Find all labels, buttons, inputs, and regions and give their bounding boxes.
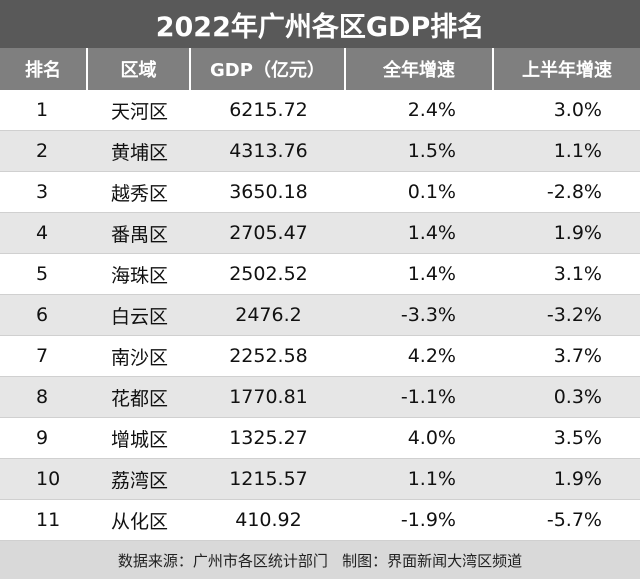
- table-cell: 7: [36, 345, 49, 367]
- table-row: 9 增城区 1325.27 4.0% 3.5%: [0, 418, 640, 459]
- table-cell: 5: [36, 263, 49, 285]
- table-cell: 白云区: [110, 305, 168, 328]
- table-row: 10 荔湾区 1215.57 1.1% 1.9%: [0, 459, 640, 500]
- header-cell: 上半年增速: [522, 60, 612, 81]
- table-cell: 黄埔区: [110, 141, 168, 164]
- table-cell: 1.9%: [553, 468, 602, 490]
- table-cell: 荔湾区: [110, 469, 168, 492]
- table-cell: 6: [36, 304, 49, 326]
- table-cell: 3.5%: [553, 427, 602, 449]
- table-cell: 9: [36, 427, 49, 449]
- table-cell: 1: [36, 99, 49, 121]
- table-cell: 0.3%: [553, 386, 602, 408]
- table-cell: 天河区: [110, 100, 168, 123]
- table-cell: 4: [36, 222, 49, 244]
- table-row: 4 番禺区 2705.47 1.4% 1.9%: [0, 213, 640, 254]
- table-cell: -3.3%: [400, 304, 456, 326]
- table-cell: -5.7%: [546, 509, 602, 531]
- table-cell: 2502.52: [229, 263, 308, 285]
- table-cell: 1.4%: [407, 263, 456, 285]
- table-row: 11 从化区 410.92 -1.9% -5.7%: [0, 500, 640, 541]
- table-cell: -1.1%: [400, 386, 456, 408]
- table-cell: 南沙区: [110, 346, 168, 369]
- footer: 数据来源：广州市各区统计部门 制图：界面新闻大湾区频道: [0, 541, 640, 579]
- table-cell: 2: [36, 140, 49, 162]
- table: 排名 区域 GDP（亿元） 全年增速 上半年增速 1 天河区 6215.72 2.4% 3.0% 2…: [0, 48, 640, 541]
- header-cell: 排名: [0, 48, 88, 90]
- table-cell: 1.1%: [407, 468, 456, 490]
- table-cell: 1.1%: [553, 140, 602, 162]
- table-cell: 10: [36, 468, 61, 490]
- table-cell: 3: [36, 181, 49, 203]
- table-cell: 8: [36, 386, 49, 408]
- table-cell: 410.92: [235, 509, 302, 531]
- table-cell: 2705.47: [229, 222, 308, 244]
- table-cell: 2252.58: [229, 345, 308, 367]
- table-cell: 11: [36, 509, 61, 531]
- header-cell: 区域: [88, 48, 191, 90]
- table-cell: 增城区: [110, 428, 168, 451]
- table-row: 5 海珠区 2502.52 1.4% 3.1%: [0, 254, 640, 295]
- table-row: 2 黄埔区 4313.76 1.5% 1.1%: [0, 131, 640, 172]
- table-row: 1 天河区 6215.72 2.4% 3.0%: [0, 90, 640, 131]
- table-cell: 2476.2: [235, 304, 302, 326]
- table-cell: 4.0%: [407, 427, 456, 449]
- table-row: 3 越秀区 3650.18 0.1% -2.8%: [0, 172, 640, 213]
- table-cell: 2.4%: [407, 99, 456, 121]
- table-cell: 4313.76: [229, 140, 308, 162]
- table-cell: 1325.27: [229, 427, 308, 449]
- table-row: 8 花都区 1770.81 -1.1% 0.3%: [0, 377, 640, 418]
- table-cell: -3.2%: [546, 304, 602, 326]
- table-cell: 3650.18: [229, 181, 308, 203]
- table-cell: 1.9%: [553, 222, 602, 244]
- table-cell: 海珠区: [110, 264, 168, 287]
- table-row: 7 南沙区 2252.58 4.2% 3.7%: [0, 336, 640, 377]
- table-cell: 0.1%: [407, 181, 456, 203]
- title: 2022年广州各区GDP排名: [0, 0, 640, 48]
- table-cell: -2.8%: [546, 181, 602, 203]
- header-row: 排名 区域 GDP（亿元） 全年增速 上半年增速: [0, 48, 640, 90]
- table-cell: 越秀区: [110, 182, 168, 205]
- table-cell: 番禺区: [110, 223, 168, 246]
- table-cell: 1770.81: [229, 386, 308, 408]
- table-row: 6 白云区 2476.2 -3.3% -3.2%: [0, 295, 640, 336]
- table-cell: 4.2%: [407, 345, 456, 367]
- table-cell: 1.5%: [407, 140, 456, 162]
- table-cell: 1215.57: [229, 468, 308, 490]
- header-cell: GDP（亿元）: [191, 48, 346, 90]
- table-cell: 6215.72: [229, 99, 308, 121]
- table-cell: 3.0%: [553, 99, 602, 121]
- header-cell: 全年增速: [346, 48, 494, 90]
- table-cell: 从化区: [110, 510, 168, 533]
- table-cell: 3.7%: [553, 345, 602, 367]
- table-cell: -1.9%: [400, 509, 456, 531]
- table-cell: 花都区: [110, 387, 168, 410]
- table-cell: 1.4%: [407, 222, 456, 244]
- table-cell: 3.1%: [553, 263, 602, 285]
